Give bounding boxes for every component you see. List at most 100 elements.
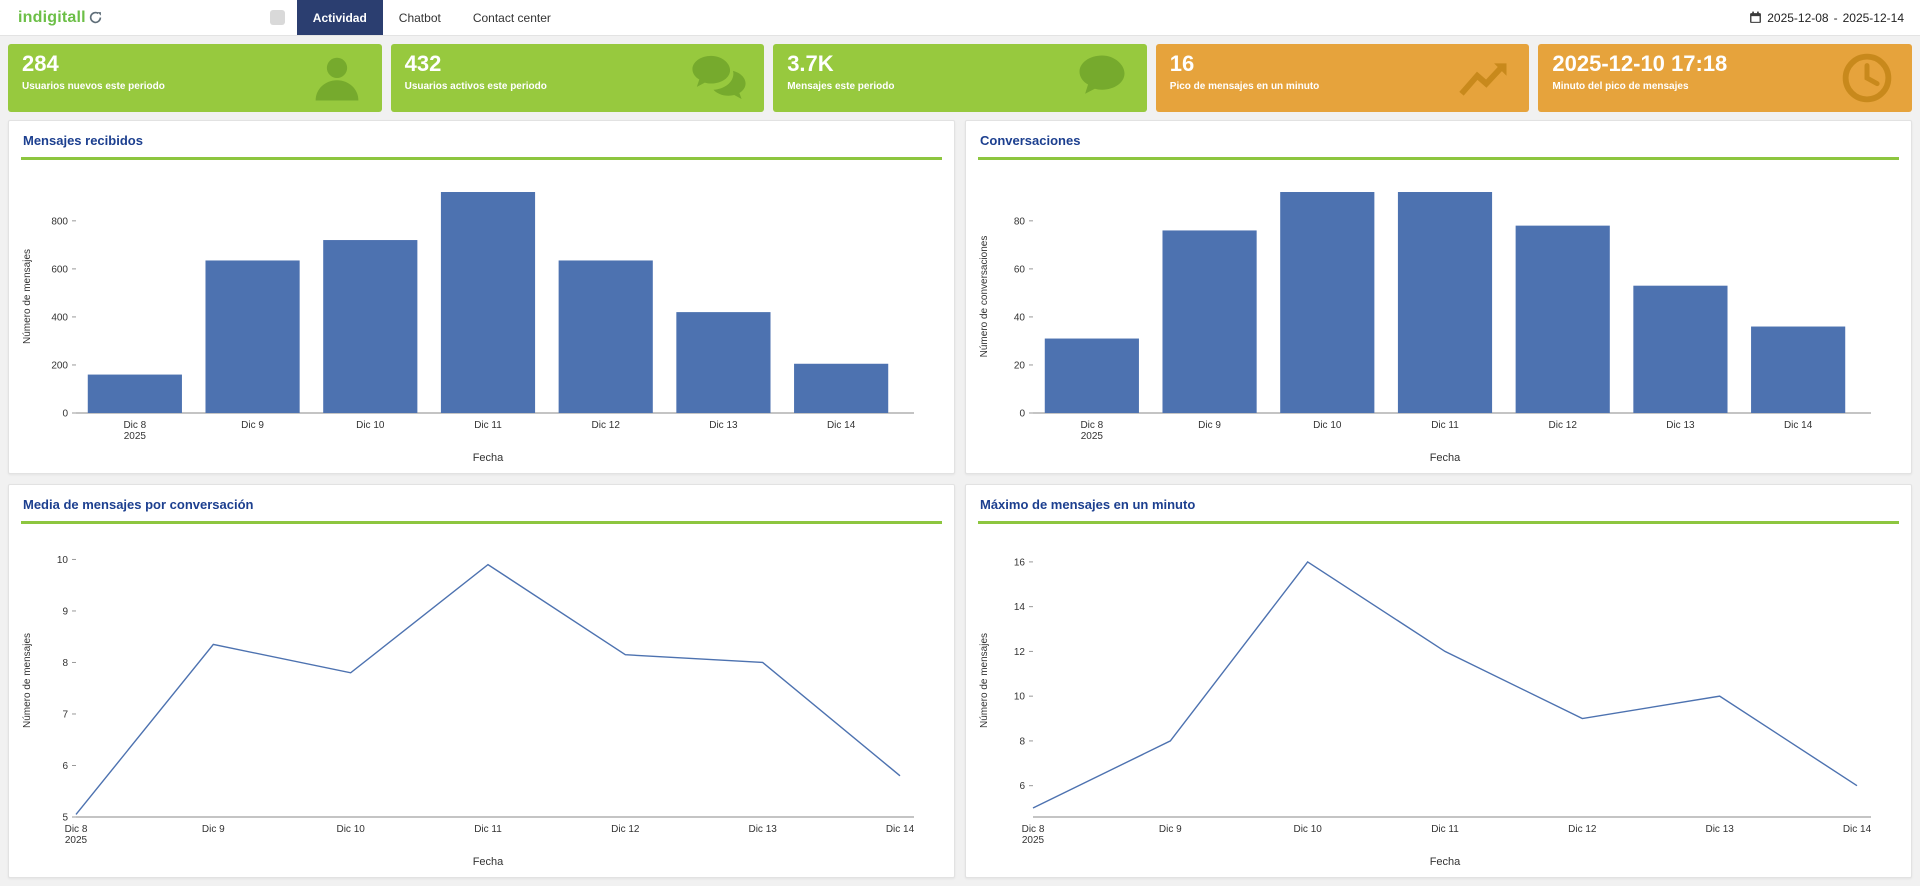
chart-title: Conversaciones [980,133,1081,148]
svg-text:Dic 10: Dic 10 [356,420,385,431]
svg-text:Dic 13: Dic 13 [1705,824,1734,835]
svg-text:0: 0 [1019,409,1025,420]
svg-text:Dic 10: Dic 10 [336,824,365,835]
kpi-value: 432 [404,51,442,76]
tab-chatbot[interactable]: Chatbot [398,10,441,25]
svg-text:Dic 12: Dic 12 [592,420,621,431]
svg-text:Dic 9: Dic 9 [241,420,264,431]
topbar: indigitall Actividad Chatbot Contact cen… [0,0,1920,36]
chart-title: Mensajes recibidos [23,133,143,148]
kpi-row: 284 Usuarios nuevos este periodo 432 Usu… [8,44,1912,112]
svg-text:Fecha: Fecha [473,856,504,868]
svg-text:Dic 10: Dic 10 [1293,824,1322,835]
svg-text:9: 9 [62,606,68,617]
svg-text:Dic 12: Dic 12 [611,824,640,835]
logo-icon [89,11,101,24]
svg-text:Dic 12: Dic 12 [1568,824,1597,835]
svg-text:Dic 14: Dic 14 [886,824,915,835]
kpi-card-mensajes-periodo: 3.7K Mensajes este periodo [773,44,1147,112]
svg-text:600: 600 [51,264,68,275]
kpi-value: 284 [22,51,59,76]
kpi-label: Usuarios nuevos este periodo [22,81,165,93]
kpi-value: 3.7K [787,51,834,76]
svg-text:Dic 14: Dic 14 [1843,824,1872,835]
line-chart-icon [1459,63,1507,96]
svg-text:Fecha: Fecha [473,452,504,464]
svg-text:14: 14 [1014,602,1026,613]
date-start: 2025-12-08 [1767,10,1829,25]
svg-text:Número de conversaciones: Número de conversaciones [979,236,990,358]
bar-chart-conversaciones: 0 20 40 60 80 Dic 8 2025 Dic 9 Dic 10 Dic 11 Dic 1… [979,192,1871,464]
svg-text:8: 8 [1019,736,1025,747]
svg-text:0: 0 [62,409,68,420]
clock-icon [1842,53,1892,103]
kpi-label: Mensajes este periodo [787,81,895,93]
calendar-icon [1750,11,1762,23]
kpi-label: Minuto del pico de mensajes [1552,81,1689,93]
title-divider [21,157,942,160]
title-divider [978,521,1899,524]
svg-text:Número de mensajes: Número de mensajes [979,633,990,728]
kpi-value: 16 [1169,51,1195,76]
chart-card-media-mensajes: Media de mensajes por conversación 5 6 7 8 9… [8,484,955,878]
chart-title: Media de mensajes por conversación [23,497,254,512]
chart-card-mensajes-recibidos: Mensajes recibidos 0 200 400 600 800 Dic 8 202… [8,120,955,474]
tab-actividad[interactable]: Actividad [296,0,383,35]
date-end: 2025-12-14 [1842,10,1904,25]
svg-text:6: 6 [1019,781,1025,792]
svg-text:Dic 11: Dic 11 [1431,824,1459,835]
svg-text:10: 10 [1014,692,1026,703]
svg-text:Dic 11: Dic 11 [474,824,502,835]
svg-text:80: 80 [1014,216,1026,227]
user-icon [315,57,358,101]
logo[interactable]: indigitall [18,0,102,35]
svg-text:Fecha: Fecha [1430,452,1461,464]
svg-text:10: 10 [57,555,69,566]
svg-text:Dic 13: Dic 13 [748,824,777,835]
svg-text:Dic 11: Dic 11 [1431,420,1459,431]
chat-bubble-icon [1079,55,1125,94]
chart-title: Máximo de mensajes en un minuto [980,497,1196,512]
kpi-label: Pico de mensajes en un minuto [1169,81,1320,93]
kpi-card-minuto-pico: 2025-12-10 17:18 Minuto del pico de mens… [1538,44,1912,112]
kpi-card-pico-mensajes: 16 Pico de mensajes en un minuto [1155,44,1530,112]
svg-text:Número de mensajes: Número de mensajes [22,249,33,344]
kpi-label: Usuarios activos este periodo [404,81,547,93]
svg-text:Fecha: Fecha [1430,856,1461,868]
svg-text:Dic 14: Dic 14 [1784,420,1813,431]
kpi-card-usuarios-activos: 432 Usuarios activos este periodo [390,44,765,112]
logo-text: indigitall [18,8,86,26]
svg-text:6: 6 [62,761,68,772]
title-divider [978,157,1899,160]
svg-text:16: 16 [1014,557,1026,568]
tab-contact-center[interactable]: Contact center [472,10,551,25]
svg-text:Dic 11: Dic 11 [474,420,502,431]
svg-text:12: 12 [1014,647,1026,658]
line-chart-maximo-mensajes: 6 8 10 12 14 16 Dic 8 2025 Dic 9 Dic 10 Dic 11 Dic … [979,557,1872,868]
svg-text:Dic 13: Dic 13 [709,420,738,431]
svg-text:800: 800 [51,216,68,227]
chat-bubbles-icon [692,55,746,100]
charts-grid: Mensajes recibidos 0 200 400 600 800 Dic 8 202… [8,120,1912,878]
chart-card-conversaciones: Conversaciones 0 20 40 60 80 Dic 8 2025 Dic 9 Di… [965,120,1912,474]
svg-text:Dic 12: Dic 12 [1549,420,1578,431]
svg-text:20: 20 [1014,360,1026,371]
date-range-picker[interactable]: 2025-12-08 - 2025-12-14 [1749,0,1904,35]
svg-text:Número de mensajes: Número de mensajes [22,633,33,728]
svg-text:5: 5 [62,813,68,824]
svg-text:Dic 9: Dic 9 [202,824,225,835]
svg-text:Dic 9: Dic 9 [1159,824,1182,835]
svg-text:60: 60 [1014,264,1026,275]
svg-text:Dic 13: Dic 13 [1666,420,1695,431]
svg-text:Dic 14: Dic 14 [827,420,856,431]
svg-text:8: 8 [62,658,68,669]
svg-text:400: 400 [51,312,68,323]
sidebar-toggle[interactable] [269,10,285,25]
line-chart-media-mensajes: 5 6 7 8 9 10 Dic 8 2025 Dic 9 Dic 10 Dic 11 Dic 12 D… [22,555,915,868]
date-separator: - [1833,10,1838,25]
kpi-value: 2025-12-10 17:18 [1552,51,1728,76]
